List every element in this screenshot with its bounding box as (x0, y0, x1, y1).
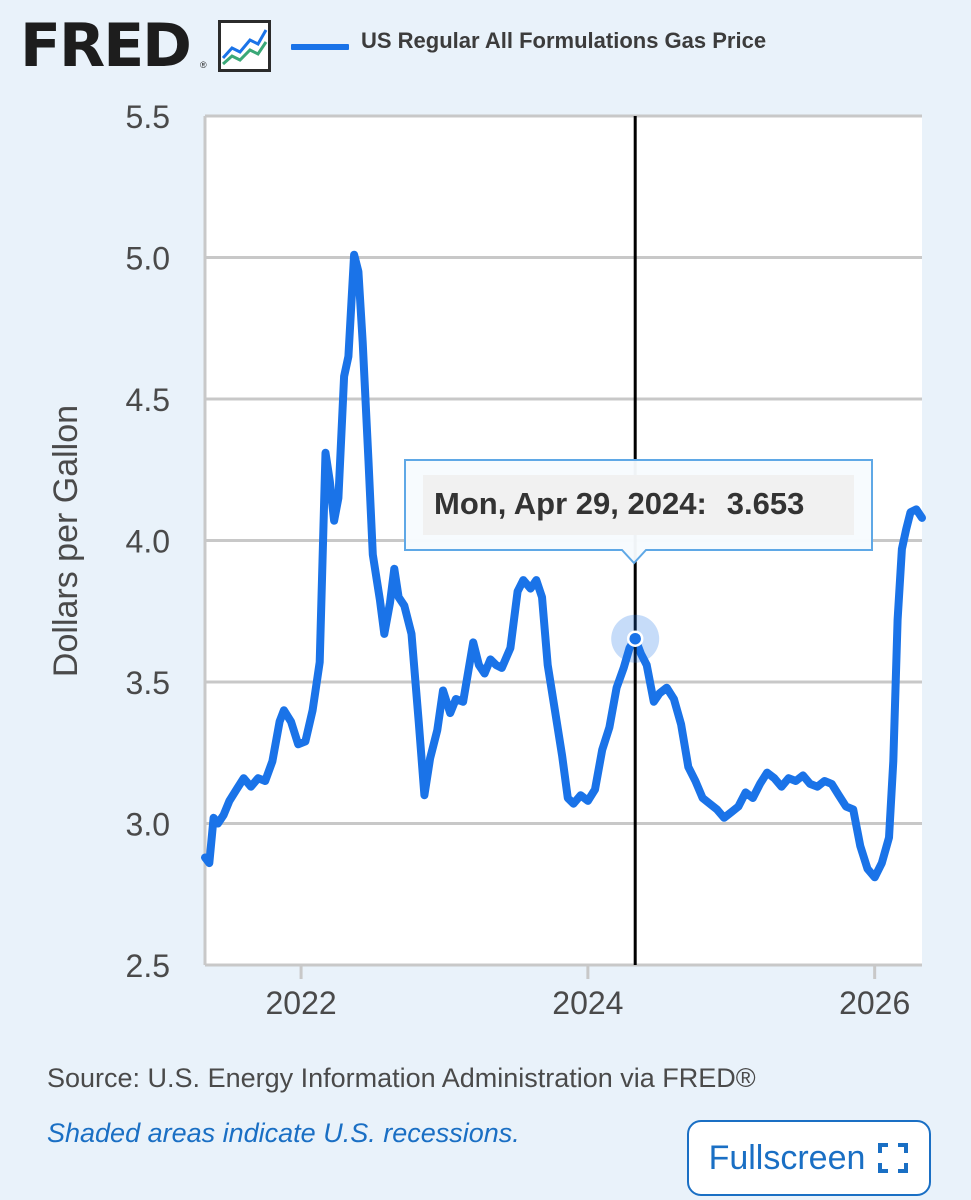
recession-note: Shaded areas indicate U.S. recessions. (47, 1118, 520, 1148)
legend-swatch (291, 44, 349, 50)
source-note: Source: U.S. Energy Information Administ… (47, 1063, 756, 1093)
series-line[interactable] (201, 250, 926, 882)
legend-label: US Regular All Formulations Gas Price (361, 28, 767, 53)
y-axis-label: Dollars per Gallon (47, 405, 85, 677)
x-tick-label: 2022 (265, 985, 336, 1021)
y-tick-label: 4.0 (126, 524, 170, 560)
chart[interactable]: 5.5 5.0 4.5 4.0 3.5 3.0 2.5 2022 2024 2026 Dollars… (0, 0, 971, 1040)
line-graph-icon[interactable] (218, 20, 271, 72)
tooltip-inner (423, 475, 854, 535)
y-tick-label: 4.5 (126, 382, 170, 418)
x-tick-label: 2024 (552, 985, 623, 1021)
fred-logo[interactable]: FRED (20, 11, 192, 81)
fullscreen-label: Fullscreen (708, 1138, 866, 1177)
tooltip-value: 3.653 (727, 486, 805, 521)
y-tick-label: 3.0 (126, 807, 170, 843)
y-tick-label: 2.5 (126, 948, 170, 984)
fullscreen-button[interactable]: Fullscreen (687, 1120, 931, 1196)
tooltip-text: Mon, Apr 29, 2024: 3.653 (434, 486, 804, 521)
y-tick-label: 5.5 (126, 99, 170, 135)
y-tick-label: 5.0 (126, 241, 170, 277)
expand-icon (878, 1143, 909, 1173)
y-tick-label: 3.5 (126, 665, 170, 701)
header-bar: FRED ® US Regular All Formulations Gas P… (0, 0, 971, 90)
tooltip-date: Mon, Apr 29, 2024: (434, 486, 707, 521)
registered-mark: ® (200, 60, 207, 70)
x-tick-label: 2026 (839, 985, 910, 1021)
highlight-point[interactable] (626, 630, 644, 647)
